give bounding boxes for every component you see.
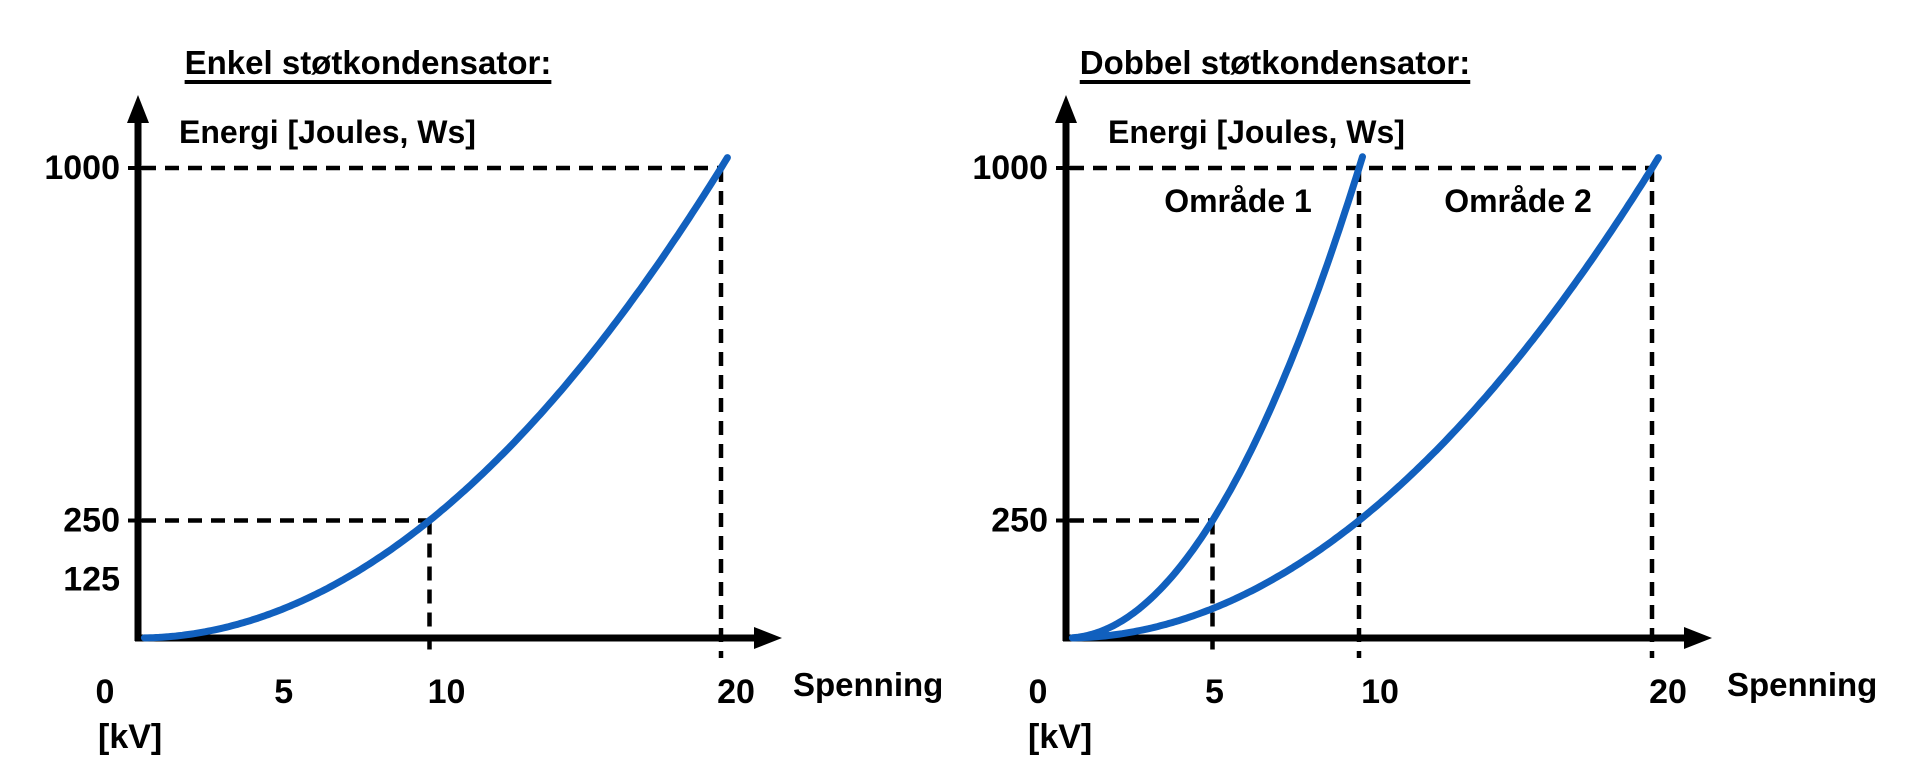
left-x-axis-label: Spenning	[793, 666, 944, 703]
x-tick-label-20: 20	[1649, 673, 1687, 711]
y-tick-label-125: 125	[63, 560, 120, 598]
curve-1	[140, 154, 731, 642]
annotation-omrade-2: Område 2	[1444, 183, 1592, 219]
x-tick-label-10: 10	[1361, 673, 1399, 711]
x-tick-label-0: 0	[1029, 673, 1048, 711]
x-tick-label-10: 10	[428, 673, 466, 711]
left-chart-title: Enkel støtkondensator:	[184, 44, 552, 81]
x-axis-arrow-icon	[754, 627, 782, 649]
x-tick-label-20: 20	[717, 673, 755, 711]
y-tick-label-250: 250	[63, 502, 120, 540]
left-y-axis-label: Energi [Joules, Ws]	[179, 114, 476, 150]
curve-1	[1068, 153, 1366, 642]
x-tick-label-5: 5	[1205, 673, 1224, 711]
right-x-axis-unit: [kV]	[1028, 718, 1093, 756]
right-chart-title: Dobbel støtkondensator:	[1079, 44, 1471, 81]
y-axis-arrow-icon	[1055, 95, 1077, 123]
y-tick-label-250: 250	[991, 502, 1048, 540]
right-chart: 250 1000 0 5 10 20	[972, 95, 1712, 711]
right-x-axis-label: Spenning	[1727, 666, 1878, 703]
y-tick-label-1000: 1000	[44, 149, 120, 187]
curve-2	[1068, 154, 1662, 642]
y-tick-label-1000: 1000	[972, 149, 1048, 187]
left-x-axis-unit: [kV]	[98, 718, 163, 756]
x-axis-arrow-icon	[1684, 627, 1712, 649]
annotation-omrade-1: Område 1	[1164, 183, 1312, 219]
left-chart: 125 250 1000 0 5 10 20	[44, 95, 782, 711]
x-tick-label-5: 5	[274, 673, 293, 711]
right-y-axis-label: Energi [Joules, Ws]	[1108, 114, 1405, 150]
x-tick-label-0: 0	[96, 673, 115, 711]
y-axis-arrow-icon	[127, 95, 149, 123]
